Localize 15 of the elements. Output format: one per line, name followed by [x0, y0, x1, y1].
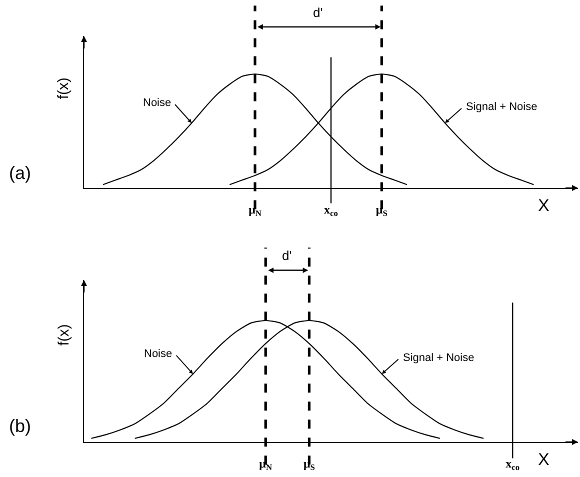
x-axis-title: X: [538, 196, 550, 215]
x-tick-label: x$_{co}$: [324, 202, 338, 218]
y-axis-title: f(x): [55, 77, 72, 100]
text: d': [313, 5, 323, 20]
text: (b): [9, 416, 31, 436]
text: Noise: [144, 348, 172, 360]
text: Signal + Noise: [403, 352, 474, 364]
y-axis-title: f(x): [56, 324, 72, 346]
text: (a): [9, 163, 31, 184]
text: Signal + Noise: [466, 101, 538, 113]
text: d': [282, 248, 292, 263]
x-tick-label: μ$_{N}$: [248, 202, 262, 218]
x-tick-label: x$_{co}$: [506, 456, 520, 472]
x-axis-title: X: [538, 450, 550, 469]
text: Noise: [143, 97, 172, 109]
